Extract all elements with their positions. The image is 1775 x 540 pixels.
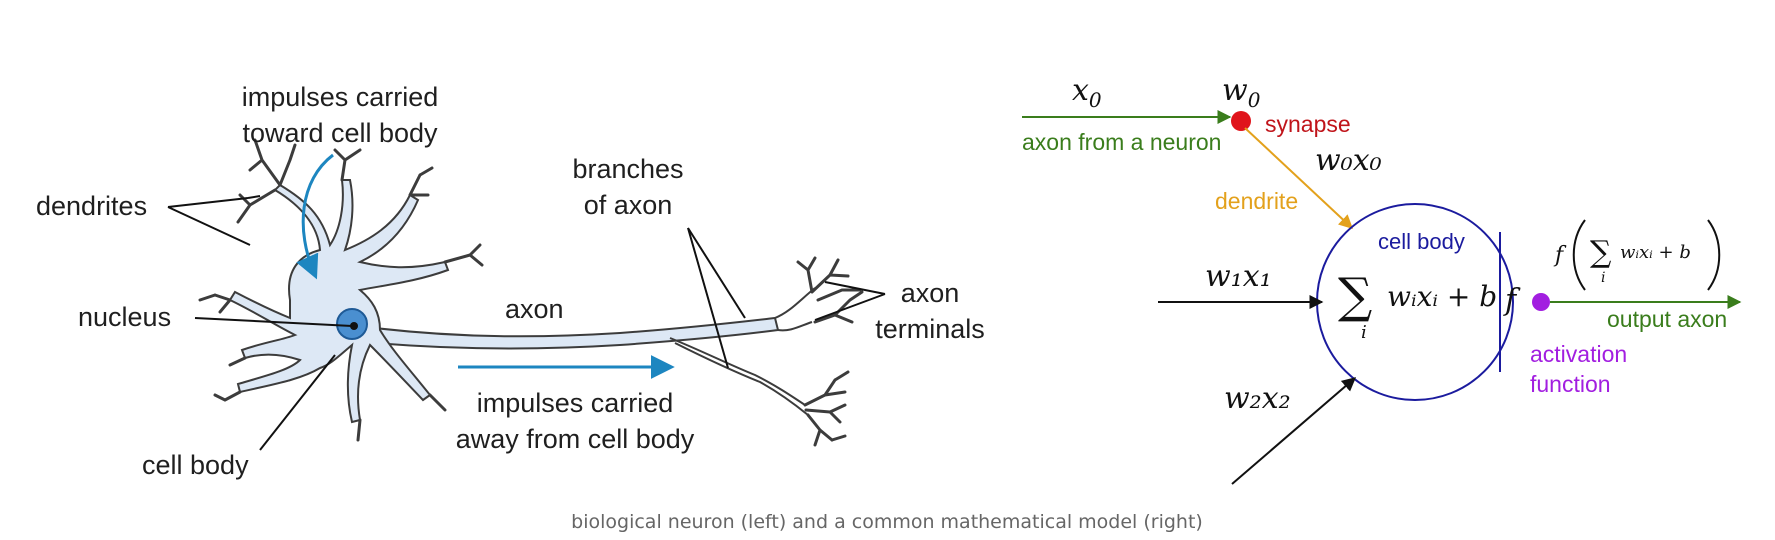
nucleolus-shape <box>350 322 358 330</box>
dendrites-shape <box>198 138 484 442</box>
axon-label: axon <box>505 294 564 324</box>
dendrite-label: dendrite <box>1215 188 1298 214</box>
dendrites-label: dendrites <box>36 191 147 221</box>
axon-terminals-label-1: axon <box>901 278 960 308</box>
branches-label-2: of axon <box>584 190 673 220</box>
input-w2x2-arrow <box>1231 377 1357 485</box>
impulses-away-label-1: impulses carried <box>477 388 674 418</box>
activation-label-2: function <box>1530 371 1611 397</box>
f-label: f <box>1503 283 1521 318</box>
synapse-dot <box>1231 111 1251 131</box>
output-f: f <box>1553 243 1567 268</box>
impulses-away-label-2: away from cell body <box>456 424 695 454</box>
sum-index: i <box>1361 322 1367 343</box>
synapse-label: synapse <box>1265 111 1351 137</box>
cell-body-model-label: cell body <box>1378 229 1465 254</box>
branches-pointer-lines <box>687 227 746 369</box>
branches-label-1: branches <box>572 154 683 184</box>
nucleus-pointer-line <box>194 317 353 327</box>
output-axon-label: output axon <box>1607 306 1727 332</box>
dendrites-pointer-lines <box>167 195 261 246</box>
cell-body-pointer-line <box>259 354 336 451</box>
output-sum-index: i <box>1601 270 1605 286</box>
output-paren-right <box>1707 219 1721 291</box>
impulses-toward-label-2: toward cell body <box>242 118 438 148</box>
caption: biological neuron (left) and a common ma… <box>571 511 1203 533</box>
x0-label: x0 <box>1072 73 1102 112</box>
axon-terminal-branches-upper <box>796 256 864 324</box>
mathematical-model: x0 w0 axon from a neuron synapse w₀x₀ de… <box>1022 73 1742 485</box>
output-sum-sign: ∑ <box>1590 235 1612 270</box>
cell-body-label: cell body <box>142 450 249 480</box>
sum-body: wᵢxᵢ + b <box>1387 280 1497 313</box>
terminals-pointer-lines <box>814 281 886 321</box>
output-sum-body: wᵢxᵢ + b <box>1620 242 1691 263</box>
biological-neuron: impulses carried toward cell body dendri… <box>36 82 985 480</box>
impulses-toward-arrow <box>296 153 334 280</box>
dendrite-arrow <box>1244 127 1354 229</box>
impulses-toward-label-1: impulses carried <box>242 82 439 112</box>
axon-terminal-branches-lower <box>803 370 850 447</box>
axon-from-neuron-label: axon from a neuron <box>1022 129 1221 155</box>
nucleus-label: nucleus <box>78 302 171 332</box>
axon-terminals-label-2: terminals <box>875 314 985 344</box>
cell-body-shape <box>228 179 450 424</box>
w0-label: w0 <box>1222 73 1261 112</box>
activation-label-1: activation <box>1530 341 1627 367</box>
output-paren-left <box>1572 219 1586 291</box>
w0x0-label: w₀x₀ <box>1315 143 1382 178</box>
w2x2-label: w₂x₂ <box>1224 381 1291 416</box>
activation-dot <box>1532 293 1550 311</box>
w1x1-label: w₁x₁ <box>1205 259 1272 294</box>
axon-branches <box>669 287 816 416</box>
sum-sign: ∑ <box>1338 268 1372 324</box>
